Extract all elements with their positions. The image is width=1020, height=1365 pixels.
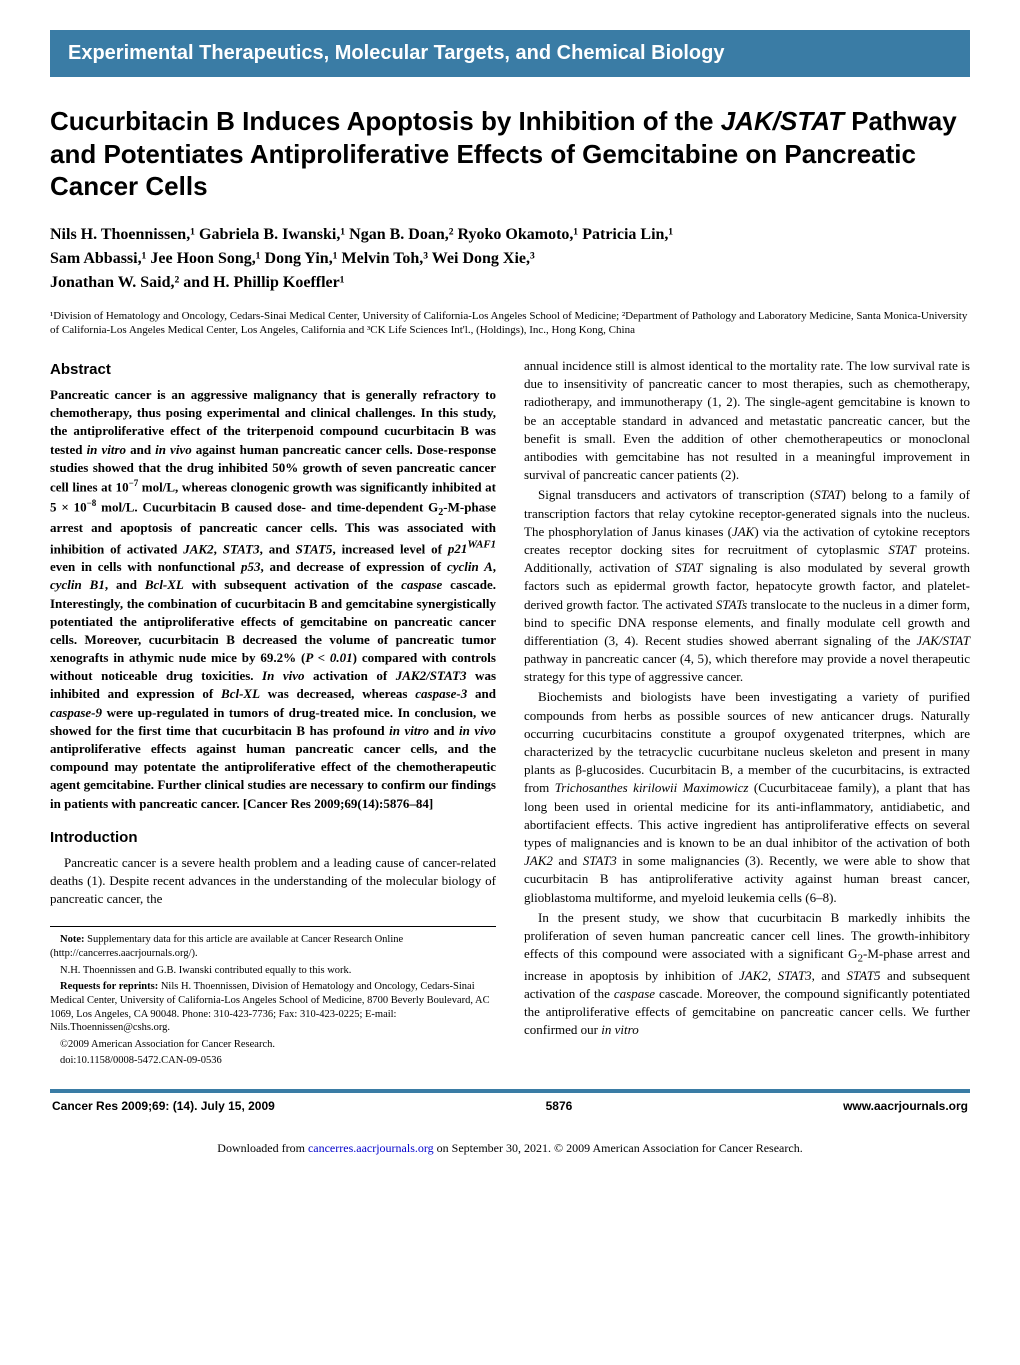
authors-line-1: Nils H. Thoennissen,¹ Gabriela B. Iwansk… [50, 223, 970, 247]
intro-paragraph-1: Pancreatic cancer is a severe health pro… [50, 854, 496, 909]
left-column: Abstract Pancreatic cancer is an aggress… [50, 357, 496, 1071]
authors-block: Nils H. Thoennissen,¹ Gabriela B. Iwansk… [50, 223, 970, 295]
footer-rule [50, 1089, 970, 1093]
footnote-note: Note: Supplementary data for this articl… [50, 933, 496, 960]
right-column: annual incidence still is almost identic… [524, 357, 970, 1071]
two-column-layout: Abstract Pancreatic cancer is an aggress… [50, 357, 970, 1071]
right-column-body: annual incidence still is almost identic… [524, 357, 970, 1040]
section-banner: Experimental Therapeutics, Molecular Tar… [50, 30, 970, 77]
right-paragraph-1: annual incidence still is almost identic… [524, 357, 970, 484]
article-title: Cucurbitacin B Induces Apoptosis by Inhi… [50, 105, 970, 203]
right-paragraph-4: In the present study, we show that cucur… [524, 909, 970, 1040]
right-paragraph-2: Signal transducers and activators of tra… [524, 486, 970, 686]
footnote-reprints: Requests for reprints: Nils H. Thoenniss… [50, 980, 496, 1035]
authors-line-3: Jonathan W. Said,² and H. Phillip Koeffl… [50, 271, 970, 295]
introduction-heading: Introduction [50, 829, 496, 846]
footnote-copyright: ©2009 American Association for Cancer Re… [50, 1038, 496, 1052]
download-notice: Downloaded from cancerres.aacrjournals.o… [50, 1141, 970, 1157]
footnotes: Note: Supplementary data for this articl… [50, 926, 496, 1068]
abstract-heading: Abstract [50, 361, 496, 378]
affiliations: ¹Division of Hematology and Oncology, Ce… [50, 309, 970, 338]
title-italic-1: JAK/STAT [721, 106, 844, 136]
footer-page-number: 5876 [546, 1099, 573, 1113]
authors-line-2: Sam Abbassi,¹ Jee Hoon Song,¹ Dong Yin,¹… [50, 247, 970, 271]
abstract-body: Pancreatic cancer is an aggressive malig… [50, 386, 496, 813]
download-post: on September 30, 2021. © 2009 American A… [434, 1141, 803, 1155]
footer-right: www.aacrjournals.org [843, 1099, 968, 1113]
footnote-equal-contrib: N.H. Thoennissen and G.B. Iwanski contri… [50, 964, 496, 978]
download-link[interactable]: cancerres.aacrjournals.org [308, 1141, 434, 1155]
introduction-body: Pancreatic cancer is a severe health pro… [50, 854, 496, 909]
download-pre: Downloaded from [217, 1141, 308, 1155]
footer-bar: Cancer Res 2009;69: (14). July 15, 2009 … [50, 1099, 970, 1113]
footer-left: Cancer Res 2009;69: (14). July 15, 2009 [52, 1099, 275, 1113]
footnote-doi: doi:10.1158/0008-5472.CAN-09-0536 [50, 1054, 496, 1068]
right-paragraph-3: Biochemists and biologists have been inv… [524, 688, 970, 906]
title-part-1: Cucurbitacin B Induces Apoptosis by Inhi… [50, 106, 721, 136]
